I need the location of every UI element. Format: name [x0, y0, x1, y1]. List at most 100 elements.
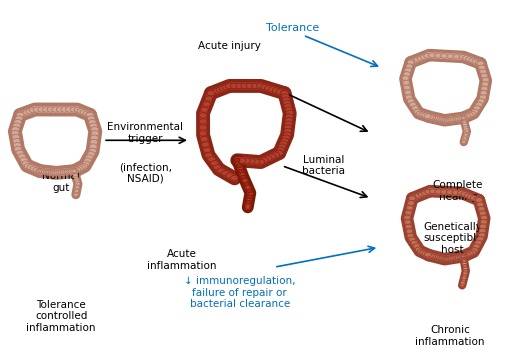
- Circle shape: [428, 115, 436, 120]
- Circle shape: [283, 132, 291, 137]
- Circle shape: [475, 240, 482, 245]
- Circle shape: [406, 206, 413, 210]
- Circle shape: [200, 107, 208, 112]
- Circle shape: [285, 118, 293, 123]
- Circle shape: [252, 159, 260, 165]
- Circle shape: [460, 55, 466, 59]
- Circle shape: [284, 104, 292, 109]
- Circle shape: [411, 240, 418, 245]
- Circle shape: [464, 269, 468, 272]
- Circle shape: [452, 190, 459, 195]
- Circle shape: [42, 169, 50, 174]
- Circle shape: [471, 248, 478, 253]
- Circle shape: [208, 157, 216, 162]
- Circle shape: [241, 83, 249, 88]
- Circle shape: [271, 152, 279, 158]
- Circle shape: [416, 111, 424, 116]
- Text: ↓ immunoregulation,
failure of repair or
bacterial clearance: ↓ immunoregulation, failure of repair or…: [184, 276, 296, 309]
- Circle shape: [438, 117, 445, 122]
- Circle shape: [415, 247, 422, 252]
- Circle shape: [464, 133, 468, 136]
- Circle shape: [236, 83, 243, 88]
- Circle shape: [406, 64, 413, 69]
- Circle shape: [14, 146, 22, 152]
- Circle shape: [482, 78, 489, 82]
- Circle shape: [466, 57, 473, 62]
- Circle shape: [451, 116, 458, 122]
- Circle shape: [199, 113, 207, 118]
- Circle shape: [247, 159, 255, 164]
- Circle shape: [405, 95, 413, 100]
- Circle shape: [434, 116, 441, 121]
- Circle shape: [436, 256, 443, 260]
- Circle shape: [477, 237, 484, 241]
- Circle shape: [473, 244, 480, 249]
- Text: Luminal
bacteria: Luminal bacteria: [302, 155, 345, 177]
- Circle shape: [38, 107, 46, 112]
- Circle shape: [460, 115, 467, 120]
- Circle shape: [424, 114, 431, 119]
- Circle shape: [221, 170, 229, 176]
- Circle shape: [462, 141, 466, 143]
- Circle shape: [16, 112, 24, 118]
- Circle shape: [471, 195, 477, 201]
- Circle shape: [30, 166, 38, 171]
- Circle shape: [405, 68, 412, 73]
- Circle shape: [27, 165, 35, 170]
- Text: Chronic
inflammation: Chronic inflammation: [415, 325, 485, 347]
- Circle shape: [89, 119, 96, 125]
- Circle shape: [405, 224, 412, 229]
- Circle shape: [199, 119, 207, 124]
- Text: Tolerance
controlled
inflammation: Tolerance controlled inflammation: [26, 300, 96, 333]
- Circle shape: [268, 154, 276, 159]
- Circle shape: [479, 233, 485, 238]
- Circle shape: [247, 195, 252, 199]
- Circle shape: [23, 110, 31, 115]
- Circle shape: [90, 123, 97, 128]
- Text: Normal
gut: Normal gut: [42, 171, 80, 193]
- Circle shape: [479, 228, 486, 233]
- Circle shape: [230, 83, 238, 88]
- Circle shape: [13, 142, 21, 148]
- Circle shape: [13, 123, 21, 128]
- Circle shape: [402, 76, 409, 80]
- Circle shape: [77, 108, 85, 114]
- Circle shape: [469, 250, 476, 255]
- Circle shape: [75, 186, 80, 189]
- Circle shape: [83, 111, 91, 116]
- Circle shape: [442, 118, 449, 123]
- Circle shape: [70, 107, 78, 112]
- Circle shape: [199, 131, 207, 136]
- Circle shape: [472, 59, 479, 64]
- Circle shape: [404, 90, 412, 95]
- Text: Acute
inflammation: Acute inflammation: [147, 249, 217, 271]
- Circle shape: [77, 165, 85, 170]
- Circle shape: [285, 107, 293, 112]
- Circle shape: [422, 113, 428, 118]
- Circle shape: [427, 253, 434, 258]
- Circle shape: [11, 130, 19, 136]
- Circle shape: [12, 134, 20, 140]
- Circle shape: [474, 197, 481, 202]
- Circle shape: [480, 219, 487, 225]
- Circle shape: [91, 131, 99, 136]
- Circle shape: [479, 65, 485, 70]
- Circle shape: [20, 157, 28, 163]
- Circle shape: [24, 163, 32, 169]
- Circle shape: [36, 169, 44, 174]
- Circle shape: [453, 255, 460, 260]
- Circle shape: [205, 153, 213, 158]
- Circle shape: [43, 169, 51, 175]
- Circle shape: [52, 170, 60, 176]
- Circle shape: [464, 114, 471, 118]
- Circle shape: [407, 233, 414, 238]
- Circle shape: [91, 135, 99, 141]
- Circle shape: [462, 260, 466, 263]
- Circle shape: [265, 86, 272, 91]
- Circle shape: [222, 84, 230, 90]
- Circle shape: [419, 250, 427, 255]
- Circle shape: [458, 190, 465, 195]
- Circle shape: [276, 89, 284, 95]
- Circle shape: [405, 210, 412, 215]
- Circle shape: [45, 169, 53, 175]
